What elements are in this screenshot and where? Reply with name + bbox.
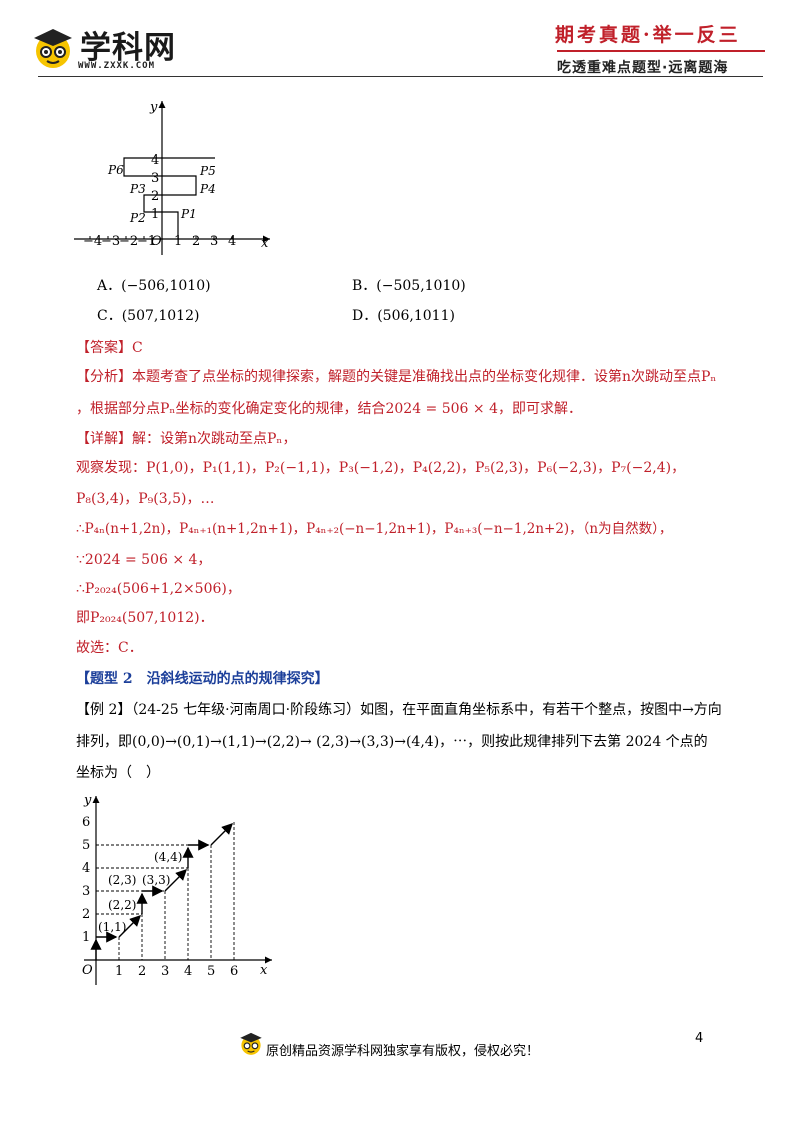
point-label-p3: P3 [129,182,146,196]
y-tick-label: 5 [82,838,90,853]
option-d: D．(506,1011) [352,308,455,324]
analysis-line-1: 【分析】本题考查了点坐标的规律探索，解题的关键是准确找出点的坐标变化规律．设第n… [76,369,717,385]
slogan-top: 期考真题·举一反三 [555,24,741,46]
x-tick-label: −3 [101,234,120,249]
y-axis-label: y [83,793,92,808]
detail-line-3: P₈(3,4)，P₉(3,5)，… [76,491,215,507]
x-tick-label: 1 [115,964,123,979]
y-tick-label: 3 [82,884,90,899]
detail-line-6: ∴P₂₀₂₄(506+1,2×506)， [76,581,241,597]
option-c: C．(507,1012) [97,308,200,324]
y-tick-label: 4 [151,153,159,168]
answer: 【答案】C [76,340,143,356]
x-tick-label: 2 [192,234,200,249]
x-tick-label: 3 [210,234,218,249]
x-tick-label: 2 [138,964,146,979]
point-label-p4: P4 [199,182,216,196]
detail-line-4: ∴P₄ₙ(n+1,2n)，P₄ₙ₊₁(n+1,2n+1)，P₄ₙ₊₂(−n−1,… [76,521,673,537]
header: 学科网 WWW.ZXXK.COM 期考真题·举一反三 吃透重难点题型·远离题海 [0,0,800,80]
example-line-1: 【例 2】（24-25 七年级·河南周口·阶段练习）如图，在平面直角坐标系中，有… [76,702,722,718]
point-label: (2,2) [108,898,136,912]
jump-path [123,157,215,239]
x-tick-label: 3 [161,964,169,979]
point-label: (2,3) [108,873,136,887]
y-axis-label: y [149,100,158,115]
detail-line-8: 故选：C． [76,640,143,656]
figure-2-lattice-path: O x y 1 2 3 4 5 6 1 2 3 4 5 6 (1,1) (2,2… [82,793,272,985]
logo-url: WWW.ZXXK.COM [78,61,156,71]
y-tick-label: 2 [151,189,159,204]
slogan-bottom: 吃透重难点题型·远离题海 [557,60,729,76]
example-line-3: 坐标为（ ） [76,765,160,781]
point-label: (1,1) [98,920,126,934]
x-tick-label: −1 [137,234,156,249]
point-label-p5: P5 [199,164,216,178]
detail-line-5: ∵2024 = 506 × 4， [76,552,212,568]
figure-1-coordinate-path: −4 −3 −2 −1 O 1 2 3 4 x y 1 2 3 4 P1 P2 … [74,100,270,255]
point-label-p6: P6 [107,163,124,177]
x-tick-label: −2 [119,234,138,249]
x-axis-label: x [261,236,269,251]
y-tick-label: 3 [151,171,159,186]
logo-text: 学科网 [80,30,176,66]
detail-line-2: 观察发现：P(1,0)，P₁(1,1)，P₂(−1,1)，P₃(−1,2)，P₄… [76,460,686,476]
y-tick-label: 1 [151,207,159,222]
y-tick-label: 4 [82,861,90,876]
lattice-arrows [90,823,233,960]
header-rule [38,76,763,77]
point-label: (3,3) [142,873,170,887]
footer-mascot-icon [240,1032,262,1055]
x-tick-label: 4 [184,964,192,979]
page-number: 4 [695,1031,704,1046]
x-tick-marks [89,236,233,239]
x-axis-label: x [260,963,268,978]
point-label-p1: P1 [180,207,197,221]
x-tick-label: −4 [83,234,102,249]
point-label-p2: P2 [129,211,146,225]
y-tick-label: 6 [82,815,90,830]
y-tick-label: 2 [82,907,90,922]
origin-label: O [82,963,93,978]
x-tick-label: 1 [174,234,182,249]
point-label: (4,4) [154,850,182,864]
detail-line-1: 【详解】解：设第n次跳动至点Pₙ， [76,431,297,447]
option-b: B．(−505,1010) [352,278,466,294]
option-a: A．(−506,1010) [97,278,211,294]
slogan-divider [557,50,765,52]
origin-label: O [151,234,162,249]
y-tick-label: 1 [82,930,90,945]
logo-mascot-icon [34,29,72,68]
analysis-line-2: ，根据部分点Pₙ坐标的变化确定变化的规律，结合2024 = 506 × 4，即可… [76,401,582,417]
x-tick-label: 5 [207,964,215,979]
detail-line-7: 即P₂₀₂₄(507,1012)． [76,610,214,626]
x-tick-label: 4 [228,234,236,249]
footer-copyright: 原创精品资源学科网独家享有版权，侵权必究！ [266,1044,540,1059]
section-title: 【题型 2 沿斜线运动的点的规律探究】 [76,671,329,687]
example-line-2: 排列，即(0,0)→(0,1)→(1,1)→(2,2)→ (2,3)→(3,3)… [76,734,708,750]
x-tick-label: 6 [230,964,238,979]
